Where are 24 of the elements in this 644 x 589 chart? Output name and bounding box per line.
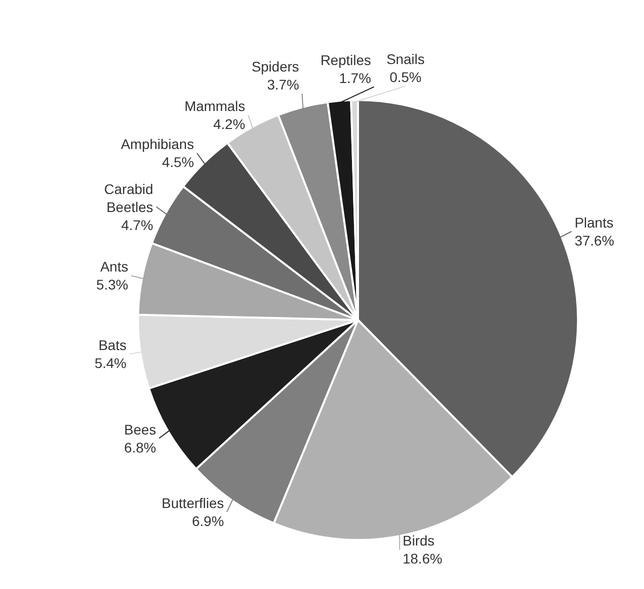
slice-label: Plants bbox=[574, 214, 614, 230]
slice-label: Snails bbox=[386, 51, 425, 68]
slice-label: Bats bbox=[98, 337, 126, 354]
data-label: 4.5% bbox=[162, 154, 194, 170]
data-label: 4.7% bbox=[121, 216, 154, 233]
slice-label: Birds bbox=[402, 532, 435, 549]
slice-label: Spiders bbox=[252, 58, 300, 75]
data-label: 6.8% bbox=[124, 439, 156, 456]
data-label: 5.4% bbox=[94, 355, 126, 372]
data-label: 18.6% bbox=[402, 550, 442, 567]
slice-label: Reptiles bbox=[320, 52, 372, 68]
data-label: 3.7% bbox=[267, 76, 300, 93]
slice-label: Carabid Beetles bbox=[104, 180, 154, 215]
data-label: 6.9% bbox=[192, 512, 224, 529]
slice-label: Ants bbox=[100, 258, 128, 275]
data-label: 37.6% bbox=[574, 232, 614, 248]
data-label: 5.3% bbox=[96, 276, 128, 293]
slice-label: Bees bbox=[124, 421, 156, 438]
slice-label: Butterflies bbox=[162, 494, 224, 511]
slice-label: Mammals bbox=[184, 98, 246, 114]
slice-label: Amphibians bbox=[120, 136, 194, 152]
data-label: 1.7% bbox=[339, 70, 372, 86]
data-label: 0.5% bbox=[390, 69, 422, 86]
data-label: 4.2% bbox=[213, 116, 246, 132]
